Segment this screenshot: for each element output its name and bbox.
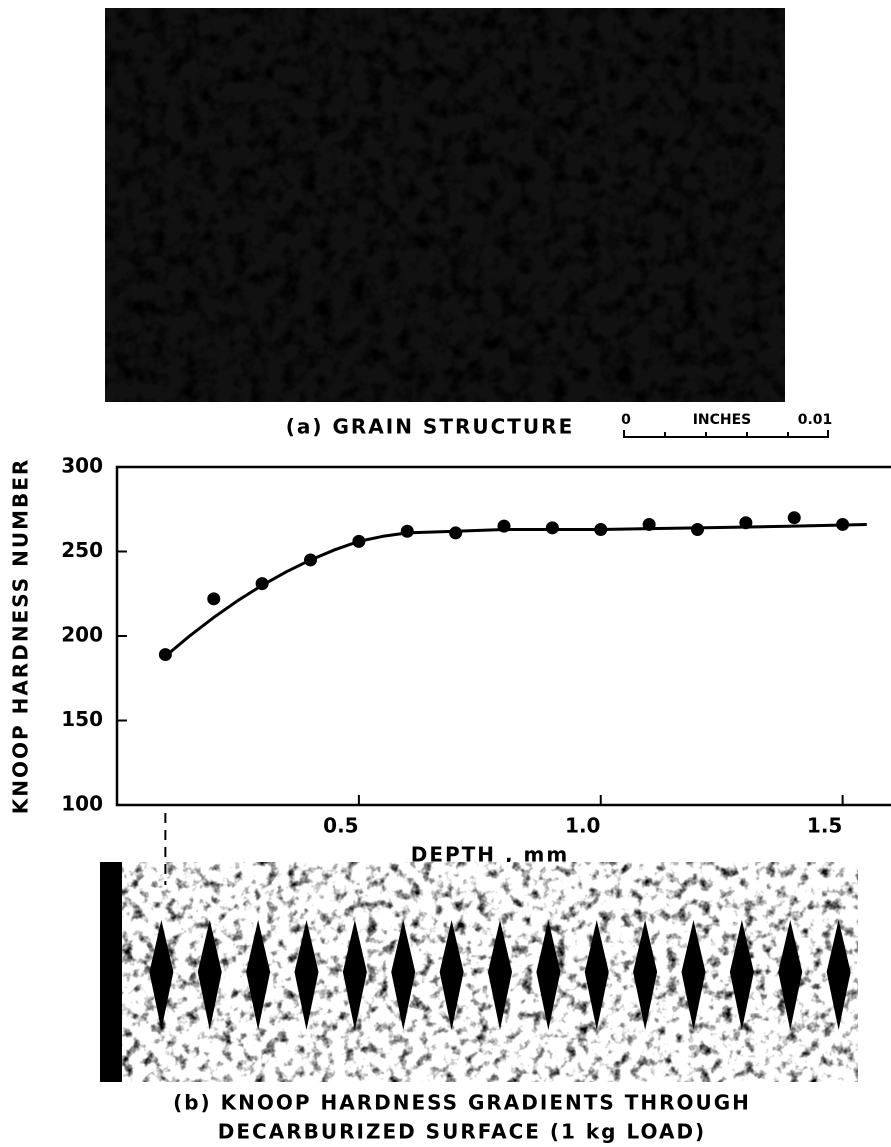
y-tick-label: 300 [61, 454, 103, 478]
scale-start: 0 [621, 412, 631, 428]
indentation [633, 920, 658, 1030]
x-tick-label: 1.5 [807, 814, 842, 838]
indentation [391, 920, 416, 1030]
y-tick-label: 200 [61, 623, 103, 647]
indentation [294, 920, 319, 1030]
data-point [787, 511, 801, 525]
data-point [207, 592, 221, 606]
data-point [545, 521, 559, 535]
indentation [439, 920, 464, 1030]
axis-frame [115, 465, 891, 807]
indentation [729, 920, 754, 1030]
x-tick-label: 1.0 [565, 814, 600, 838]
indentation [149, 920, 174, 1030]
micrograph-a-texture [105, 8, 785, 402]
indentation [536, 920, 561, 1030]
indentation [584, 920, 609, 1030]
indentation [342, 920, 367, 1030]
data-point [400, 524, 414, 538]
data-point [691, 523, 704, 537]
indentation [488, 920, 512, 1030]
indentation [246, 920, 271, 1030]
scale-bar [623, 430, 829, 438]
caption-b-line-2: DECARBURIZED SURFACE (1 kg LOAD) [218, 1120, 706, 1144]
data-point [449, 526, 463, 540]
y-axis-label: KNOOP HARDNESS NUMBER [9, 458, 33, 815]
y-tick-label: 150 [61, 707, 103, 731]
indentation [778, 920, 803, 1030]
fit-curve [164, 522, 867, 658]
y-tick-label: 100 [61, 792, 103, 816]
caption-a: (a) GRAIN STRUCTURE [286, 415, 575, 439]
x-tick-label: 0.5 [323, 814, 358, 838]
indentation [197, 920, 222, 1030]
surface-edge [100, 862, 122, 1082]
y-tick-label: 250 [61, 538, 103, 562]
caption-b-line-1: (b) KNOOP HARDNESS GRADIENTS THROUGH [173, 1091, 751, 1115]
indentation [681, 920, 706, 1030]
scale-end: 0.01 [798, 412, 833, 428]
indentation [826, 920, 851, 1030]
scale-unit: INCHES [693, 412, 752, 428]
